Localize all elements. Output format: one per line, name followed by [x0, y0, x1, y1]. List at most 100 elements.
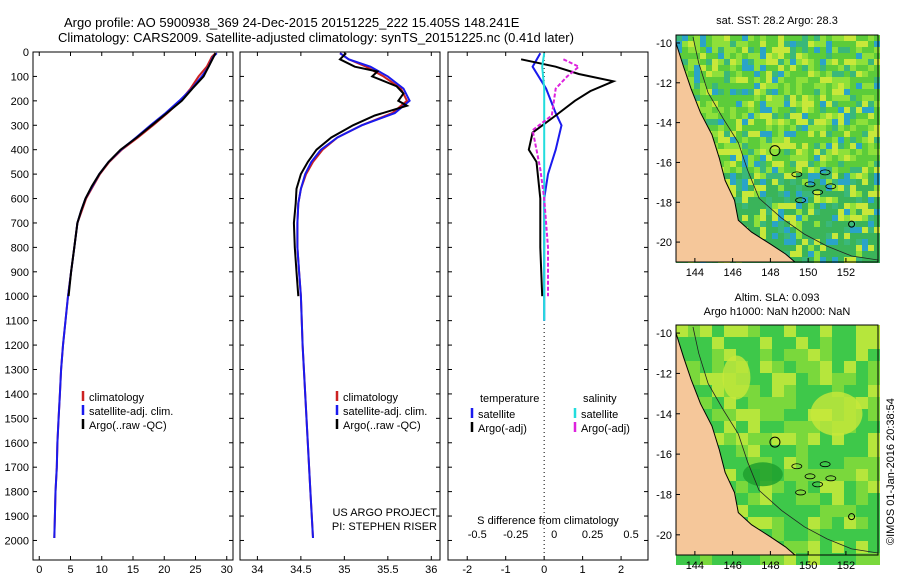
field-cell: [694, 59, 700, 65]
field-cell: [784, 445, 796, 457]
reef-outline: [795, 197, 806, 204]
field-cell: [778, 101, 784, 107]
field-cell: [856, 239, 862, 245]
field-cell: [736, 433, 748, 445]
field-cell: [874, 233, 880, 239]
field-cell: [808, 445, 820, 457]
field-cell: [862, 257, 868, 263]
field-cell: [748, 493, 760, 505]
field-cell: [820, 77, 826, 83]
field-cell: [790, 59, 796, 65]
field-cell: [838, 173, 844, 179]
field-cell: [820, 251, 826, 257]
field-cell: [862, 113, 868, 119]
field-cell: [844, 349, 856, 361]
field-cell: [826, 245, 832, 251]
field-cell: [784, 433, 796, 445]
legend-label: satellite-adj. clim.: [89, 406, 173, 418]
field-cell: [856, 41, 862, 47]
field-cell: [844, 197, 850, 203]
field-cell: [850, 35, 856, 41]
field-cell: [784, 361, 796, 373]
field-cell: [712, 421, 724, 433]
field-cell: [820, 481, 832, 493]
field-cell: [754, 173, 760, 179]
field-cell: [874, 89, 880, 95]
field-cell: [766, 203, 772, 209]
field-cell: [838, 83, 844, 89]
field-cell: [730, 137, 736, 143]
field-cell: [766, 119, 772, 125]
field-cell: [802, 113, 808, 119]
field-cell: [760, 553, 772, 565]
field-cell: [772, 397, 784, 409]
field-cell: [844, 167, 850, 173]
field-cell: [748, 53, 754, 59]
field-cell: [748, 397, 760, 409]
field-cell: [724, 101, 730, 107]
field-cell: [772, 215, 778, 221]
field-cell: [832, 505, 844, 517]
map-panels: 144 146 148 150 152 -10 -12 -14 -16 -18 -20 sat. SS…: [656, 15, 880, 572]
field-cell: [802, 233, 808, 239]
series-line: [531, 58, 581, 297]
field-cell: [778, 179, 784, 185]
field-cell: [700, 337, 712, 349]
field-cell: [736, 191, 742, 197]
field-cell: [760, 53, 766, 59]
field-cell: [748, 325, 760, 337]
field-cell: [712, 95, 718, 101]
panel-temperature: 0100200300400500600700800900100011001200…: [5, 47, 234, 576]
field-cell: [802, 185, 808, 191]
field-cell: [718, 125, 724, 131]
field-cell: [862, 197, 868, 203]
field-cell: [784, 233, 790, 239]
field-cell: [814, 161, 820, 167]
field-cell: [724, 35, 730, 41]
field-cell: [856, 35, 862, 41]
field-cell: [772, 505, 784, 517]
field-cell: [784, 71, 790, 77]
field-cell: [796, 203, 802, 209]
field-cell: [736, 337, 748, 349]
field-cell: [868, 161, 874, 167]
field-cell: [814, 179, 820, 185]
field-cell: [832, 161, 838, 167]
field-cell: [850, 221, 856, 227]
field-cell: [820, 185, 826, 191]
field-cell: [718, 71, 724, 77]
field-cell: [742, 203, 748, 209]
field-cell: [730, 191, 736, 197]
field-cell: [874, 161, 880, 167]
field-cell: [754, 41, 760, 47]
field-cell: [820, 445, 832, 457]
x-tick-label: 15: [127, 564, 139, 576]
field-cell: [766, 71, 772, 77]
field-cell: [844, 161, 850, 167]
field-cell: [838, 209, 844, 215]
field-cell: [820, 541, 832, 553]
field-cell: [748, 421, 760, 433]
field-cell: [814, 173, 820, 179]
field-cell: [874, 251, 880, 257]
field-cell: [784, 251, 790, 257]
field-cell: [820, 349, 832, 361]
field-cell: [862, 131, 868, 137]
field-cell: [706, 65, 712, 71]
x-tick-label: 30: [221, 564, 233, 576]
field-cell: [820, 221, 826, 227]
field-cell: [760, 77, 766, 83]
x-tick-label: 0: [541, 564, 547, 576]
field-cell: [790, 77, 796, 83]
field-cell: [802, 131, 808, 137]
field-cell: [808, 185, 814, 191]
field-cell: [754, 143, 760, 149]
field-cell: [706, 113, 712, 119]
field-cell: [856, 349, 868, 361]
field-cell: [856, 481, 868, 493]
y-tick-label: 300: [11, 120, 29, 132]
field-cell: [868, 155, 874, 161]
field-cell: [844, 77, 850, 83]
field-cell: [820, 209, 826, 215]
field-cell: [784, 325, 796, 337]
